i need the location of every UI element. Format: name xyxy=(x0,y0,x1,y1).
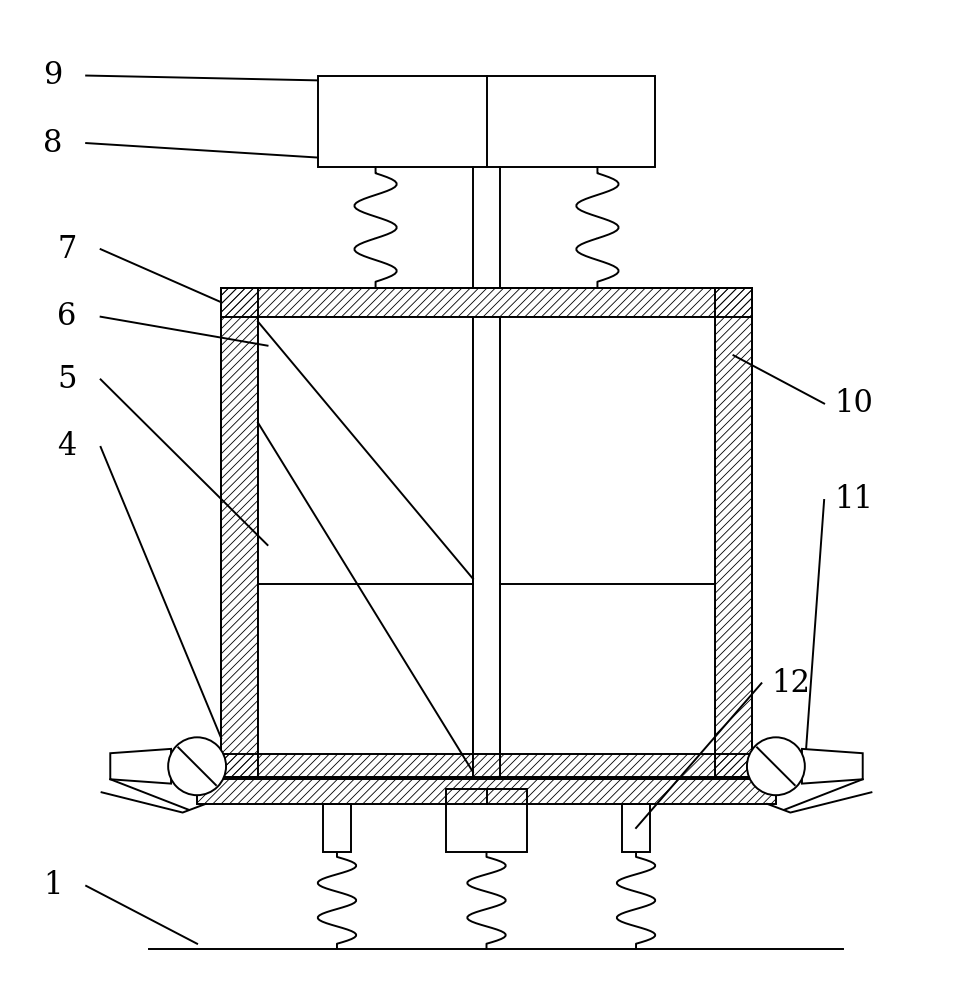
Text: 9: 9 xyxy=(43,60,62,91)
Text: 10: 10 xyxy=(834,388,873,419)
Bar xyxy=(221,288,258,777)
Text: 5: 5 xyxy=(57,364,77,395)
Bar xyxy=(221,288,752,317)
Text: 11: 11 xyxy=(834,485,873,516)
Text: 6: 6 xyxy=(57,301,77,332)
Bar xyxy=(221,288,752,777)
Bar xyxy=(715,288,752,777)
Bar xyxy=(322,804,351,852)
Text: 1: 1 xyxy=(43,870,62,901)
Bar xyxy=(159,754,814,779)
Bar xyxy=(198,777,775,804)
Bar xyxy=(317,76,656,167)
Bar xyxy=(198,777,775,804)
Circle shape xyxy=(168,737,226,795)
Bar xyxy=(715,288,752,777)
Bar xyxy=(473,317,500,777)
Bar xyxy=(159,754,814,779)
Polygon shape xyxy=(110,749,171,784)
Text: 7: 7 xyxy=(57,234,77,265)
Text: 8: 8 xyxy=(43,128,62,159)
Polygon shape xyxy=(802,749,863,784)
Text: 4: 4 xyxy=(57,431,77,462)
Circle shape xyxy=(747,737,805,795)
Bar xyxy=(446,789,527,852)
Text: 12: 12 xyxy=(771,668,811,699)
Bar xyxy=(622,804,651,852)
Bar xyxy=(221,288,258,777)
Bar xyxy=(500,317,715,777)
Bar xyxy=(221,288,752,317)
Bar xyxy=(258,317,473,777)
